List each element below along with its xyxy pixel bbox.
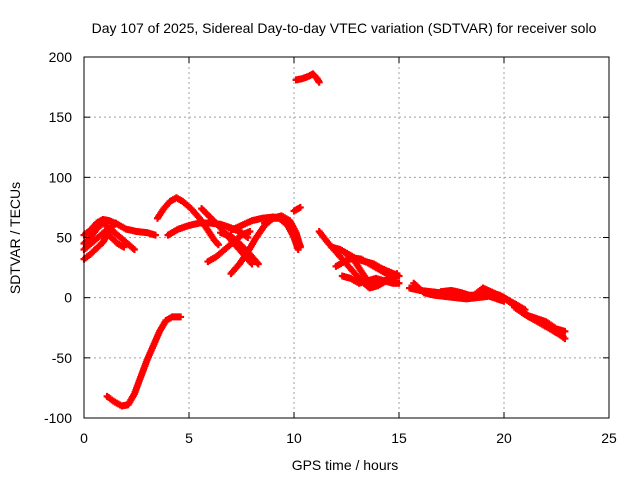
y-tick-label: 150 [49, 109, 73, 125]
x-tick-label: 25 [601, 430, 617, 446]
y-tick-label: 100 [49, 169, 73, 185]
data-point [561, 327, 569, 335]
x-tick-label: 10 [286, 430, 302, 446]
x-axis-label: GPS time / hours [292, 457, 399, 473]
y-axis-label: SDTVAR / TECUs [7, 182, 23, 294]
y-tick-label: 50 [56, 230, 72, 246]
axis-ticks [83, 56, 610, 419]
data-point [296, 203, 304, 211]
data-point [561, 335, 569, 343]
x-tick-label: 15 [391, 430, 407, 446]
y-tick-label: 200 [49, 49, 73, 65]
data-point [248, 260, 256, 268]
series-arc-20 [343, 250, 401, 290]
data-point [315, 78, 323, 86]
series-arc-14 [290, 203, 304, 215]
y-tick-label: 0 [64, 290, 72, 306]
x-tick-labels: 0 5 10 15 20 25 [80, 430, 617, 446]
data-point [294, 246, 302, 254]
data-point [483, 292, 491, 300]
series-arc-9 [204, 227, 254, 266]
data-points [80, 70, 569, 410]
x-tick-label: 5 [185, 430, 193, 446]
data-point [246, 227, 254, 235]
data-point [254, 260, 262, 268]
series-arc-4 [80, 219, 119, 263]
series-arc-13 [261, 214, 302, 254]
series-arc-12 [217, 229, 262, 268]
data-point [214, 241, 222, 249]
data-point [130, 246, 138, 254]
data-point [177, 313, 185, 321]
data-point [151, 231, 159, 239]
data-point [395, 279, 403, 287]
grid [84, 57, 609, 418]
y-tick-labels: -100 -50 0 50 100 150 200 [44, 49, 72, 426]
series-arc-26 [521, 311, 569, 335]
series-arc-5 [103, 313, 185, 410]
series-arc-15 [292, 70, 323, 86]
x-tick-label: 0 [80, 430, 88, 446]
data-point [393, 270, 401, 278]
y-tick-label: -50 [52, 350, 72, 366]
y-tick-label: -100 [44, 410, 72, 426]
data-point [120, 243, 128, 251]
x-tick-label: 20 [496, 430, 512, 446]
data-point [112, 219, 119, 227]
chart-title: Day 107 of 2025, Sidereal Day-to-day VTE… [92, 20, 597, 36]
